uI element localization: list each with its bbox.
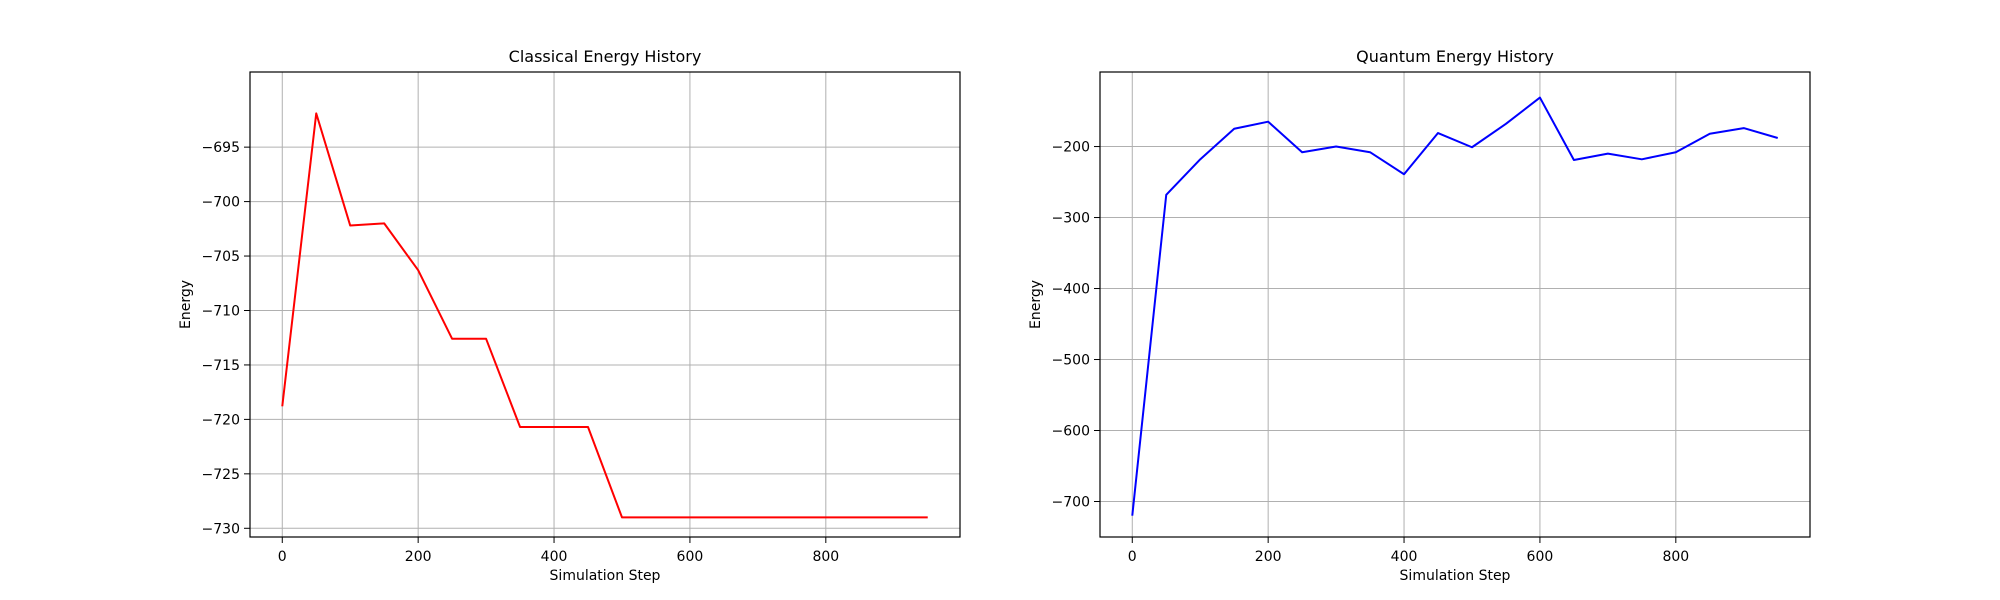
y-tick-label: −200 [1052, 140, 1090, 156]
x-tick-label: 200 [1255, 549, 1282, 565]
series-line-0 [281, 112, 928, 519]
y-tick-label: −715 [202, 358, 240, 374]
x-tick-label: 600 [677, 549, 704, 565]
plot-frame [249, 71, 961, 538]
plot-frame [1099, 71, 1811, 538]
y-axis-label: Energy [1028, 280, 1044, 329]
x-axis-label: Simulation Step [550, 568, 661, 584]
chart-panel-1: 0 200 400 600 800 −200 −300 −400 −500 −600 −700 Qua… [1028, 47, 1811, 584]
chart-panel-0: 0 200 400 600 800 −695 −700 −705 −710 −715 −720 −72… [178, 47, 961, 584]
y-tick-label: −720 [202, 412, 240, 428]
x-axis-label: Simulation Step [1400, 568, 1511, 584]
y-tick-label: −700 [1052, 495, 1090, 511]
y-tick-label: −400 [1052, 282, 1090, 298]
y-tick-label: −725 [202, 467, 240, 483]
y-tick-label: −695 [202, 140, 240, 156]
y-tick-label: −500 [1052, 353, 1090, 369]
y-tick-label: −730 [202, 521, 240, 537]
x-tick-label: 0 [278, 549, 287, 565]
x-tick-label: 600 [1527, 549, 1554, 565]
x-tick-label: 400 [541, 549, 568, 565]
y-tick-label: −705 [202, 249, 240, 265]
x-tick-label: 0 [1128, 549, 1137, 565]
x-tick-label: 200 [405, 549, 432, 565]
chart-title: Classical Energy History [509, 47, 702, 66]
y-tick-label: −710 [202, 303, 240, 319]
y-tick-label: −600 [1052, 424, 1090, 440]
x-tick-label: 800 [1662, 549, 1689, 565]
x-tick-label: 800 [812, 549, 839, 565]
y-axis-label: Energy [178, 280, 194, 329]
y-tick-label: −700 [202, 195, 240, 211]
x-tick-label: 400 [1391, 549, 1418, 565]
chart-title: Quantum Energy History [1356, 47, 1554, 66]
series-line-0 [1131, 96, 1779, 516]
y-tick-label: −300 [1052, 211, 1090, 227]
